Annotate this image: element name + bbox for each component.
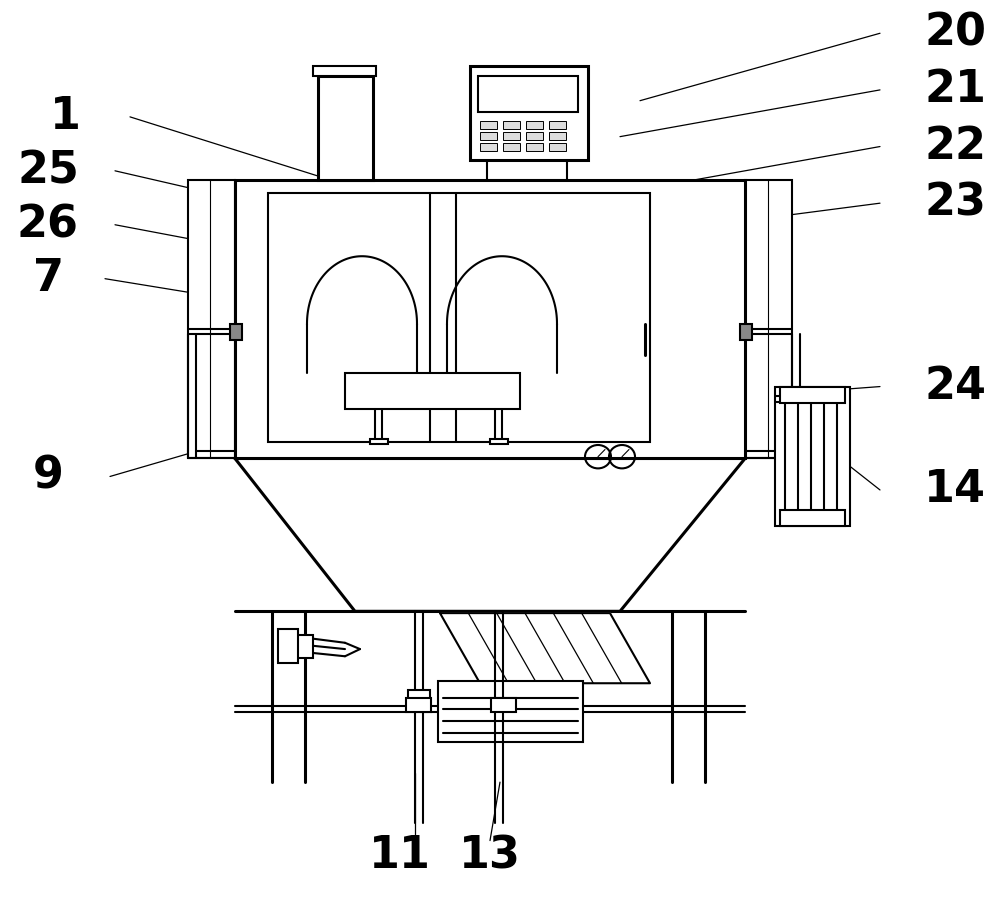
Polygon shape — [440, 613, 650, 683]
Text: 22: 22 — [924, 125, 986, 168]
Bar — [480, 132, 497, 140]
Bar — [235, 180, 745, 458]
Bar — [503, 143, 520, 151]
Bar — [478, 76, 578, 112]
Text: 7: 7 — [32, 257, 64, 300]
Bar — [490, 439, 508, 444]
Text: 23: 23 — [924, 182, 986, 225]
Bar — [313, 66, 376, 76]
Bar — [470, 66, 588, 160]
Bar — [526, 132, 543, 140]
Bar — [549, 132, 566, 140]
Text: 14: 14 — [924, 468, 986, 512]
Text: 9: 9 — [33, 455, 63, 498]
Text: 24: 24 — [924, 365, 986, 408]
Bar — [408, 690, 430, 703]
Text: 21: 21 — [924, 68, 986, 111]
Bar — [295, 635, 313, 658]
Bar — [278, 629, 298, 663]
Bar — [503, 132, 520, 140]
Text: 20: 20 — [924, 12, 986, 55]
Bar — [780, 510, 845, 526]
Bar — [318, 76, 373, 180]
Bar — [549, 121, 566, 129]
Text: 11: 11 — [369, 834, 431, 877]
Bar — [480, 121, 497, 129]
Bar — [487, 160, 567, 180]
Bar — [268, 193, 650, 442]
Polygon shape — [235, 458, 745, 611]
Bar — [491, 698, 516, 712]
Bar — [503, 121, 520, 129]
Bar — [549, 143, 566, 151]
Bar — [480, 143, 497, 151]
Bar — [230, 324, 242, 340]
Bar — [370, 439, 388, 444]
Bar — [406, 698, 431, 712]
Bar — [780, 387, 845, 403]
Bar — [188, 180, 235, 458]
Bar — [345, 373, 520, 409]
Text: 25: 25 — [17, 149, 79, 192]
Bar — [745, 180, 792, 458]
Bar — [526, 121, 543, 129]
Text: 1: 1 — [50, 95, 80, 138]
Text: 26: 26 — [17, 203, 79, 246]
Text: 13: 13 — [459, 834, 521, 877]
Bar — [526, 143, 543, 151]
Bar — [740, 324, 752, 340]
Bar — [438, 681, 583, 742]
Bar — [775, 387, 850, 526]
